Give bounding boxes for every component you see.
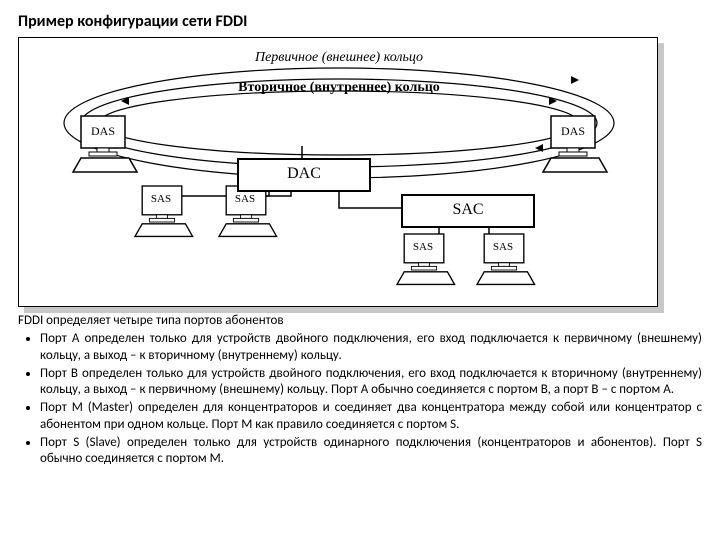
arrow-icon	[571, 76, 579, 84]
ring-inner-label: Вторичное (внутреннее) кольцо	[189, 80, 489, 96]
intro-text: FDDI определяет четыре типа портов абоне…	[18, 313, 702, 329]
node-label-sas-3: SAS	[403, 241, 443, 253]
node-sac: SAC	[401, 194, 535, 228]
page-title: Пример конфигурации сети FDDI	[18, 12, 702, 31]
port-item: Порт M (Master) определен для концентрат…	[40, 400, 702, 433]
ring-outer-label: Первичное (внешнее) кольцо	[199, 50, 479, 66]
node-dac: DAC	[237, 158, 371, 192]
node-label-sas-4: SAS	[483, 241, 523, 253]
port-item: Порт S (Slave) определен только для устр…	[40, 435, 702, 468]
node-label-das-right: DAS	[551, 124, 595, 139]
port-item: Порт A определен только для устройств дв…	[40, 331, 702, 364]
port-item: Порт B определен только для устройств дв…	[40, 366, 702, 399]
node-label-sas-2: SAS	[225, 193, 265, 205]
ports-list: Порт A определен только для устройств дв…	[18, 331, 702, 467]
node-label-sas-1: SAS	[141, 193, 181, 205]
node-label-das-left: DAS	[81, 124, 125, 139]
ring-inner	[99, 91, 579, 155]
diagram-container: Первичное (внешнее) кольцо Вторичное (вн…	[18, 37, 658, 307]
fddi-diagram: Первичное (внешнее) кольцо Вторичное (вн…	[18, 37, 658, 307]
